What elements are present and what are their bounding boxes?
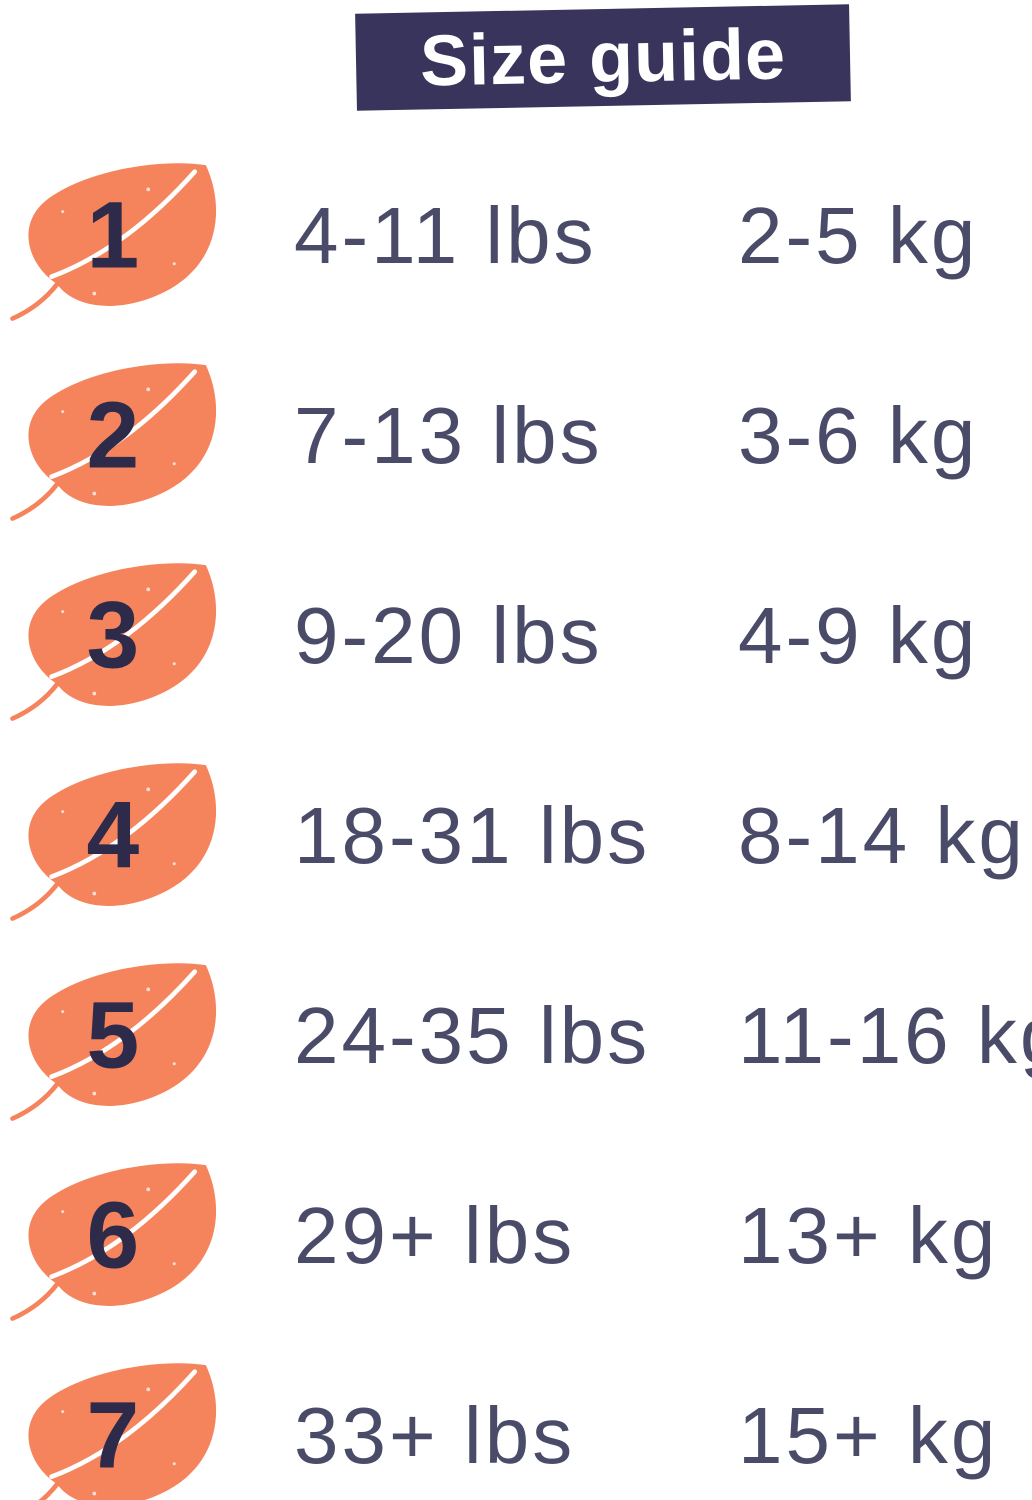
weight-kg: 4-9 kg [738, 591, 979, 680]
weight-kg: 13+ kg [738, 1191, 999, 1280]
page-title: Size guide [419, 13, 787, 102]
weight-kg: 3-6 kg [738, 391, 979, 480]
weight-lbs: 9-20 lbs [294, 591, 603, 680]
weight-kg: 2-5 kg [738, 191, 979, 280]
leaf-icon: 6 [0, 1146, 272, 1326]
size-number: 6 [87, 1182, 140, 1288]
weight-lbs: 4-11 lbs [294, 191, 597, 280]
leaf-icon: 7 [0, 1346, 272, 1500]
size-number: 5 [87, 982, 140, 1088]
size-number: 7 [87, 1382, 140, 1488]
weight-kg: 11-16 kg [738, 991, 1032, 1080]
weight-kg: 8-14 kg [738, 791, 1026, 880]
table-row: 2 7-13 lbs 3-6 kg [0, 336, 1032, 536]
weight-lbs: 7-13 lbs [294, 391, 603, 480]
table-row: 3 9-20 lbs 4-9 kg [0, 536, 1032, 736]
weight-lbs: 24-35 lbs [294, 991, 651, 1080]
weight-kg: 15+ kg [738, 1391, 999, 1480]
table-row: 4 18-31 lbs 8-14 kg [0, 736, 1032, 936]
size-table: 1 4-11 lbs 2-5 kg 2 7-13 lbs [0, 136, 1032, 1500]
table-row: 5 24-35 lbs 11-16 kg [0, 936, 1032, 1136]
leaf-icon: 3 [0, 546, 272, 726]
leaf-icon: 1 [0, 146, 272, 326]
leaf-icon: 4 [0, 746, 272, 926]
table-row: 1 4-11 lbs 2-5 kg [0, 136, 1032, 336]
table-row: 7 33+ lbs 15+ kg [0, 1336, 1032, 1500]
title-banner: Size guide [355, 4, 851, 111]
table-row: 6 29+ lbs 13+ kg [0, 1136, 1032, 1336]
weight-lbs: 29+ lbs [294, 1191, 576, 1280]
size-number: 1 [87, 182, 140, 288]
weight-lbs: 18-31 lbs [294, 791, 651, 880]
leaf-icon: 5 [0, 946, 272, 1126]
size-number: 3 [87, 582, 140, 688]
weight-lbs: 33+ lbs [294, 1391, 576, 1480]
size-number: 2 [87, 382, 140, 488]
size-number: 4 [87, 782, 140, 888]
leaf-icon: 2 [0, 346, 272, 526]
